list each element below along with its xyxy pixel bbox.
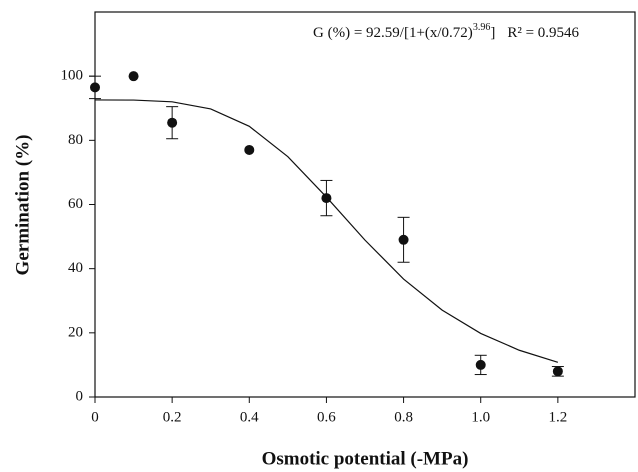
y-axis-title: Germination (%) xyxy=(12,135,33,276)
x-tick-label: 0.6 xyxy=(317,409,336,425)
y-tick-label: 80 xyxy=(68,132,83,148)
data-point xyxy=(90,82,100,93)
x-axis-title: Osmotic potential (-MPa) xyxy=(262,448,469,469)
data-point xyxy=(244,144,255,155)
y-tick-label: 20 xyxy=(68,324,83,340)
data-point xyxy=(475,359,486,370)
x-tick-label: 0 xyxy=(91,409,99,425)
data-point xyxy=(128,71,139,82)
x-tick-label: 0.4 xyxy=(240,409,259,425)
equation-close: ] xyxy=(490,25,495,41)
y-tick-label: 40 xyxy=(68,260,83,276)
data-point xyxy=(167,117,178,128)
plot-frame xyxy=(94,11,636,398)
x-tick-label: 0.2 xyxy=(163,409,182,425)
y-tick-label: 100 xyxy=(61,68,84,84)
y-tick-label: 60 xyxy=(68,196,83,212)
x-tick-label: 1.2 xyxy=(548,409,567,425)
x-tick-label: 1.0 xyxy=(471,409,490,425)
y-tick-label: 0 xyxy=(76,388,84,404)
data-point xyxy=(398,234,409,245)
fit-curve xyxy=(94,99,559,363)
annotation: G (%) = 92.59/[1+(x/0.72)3.96] R² = 0.954… xyxy=(313,22,580,41)
data-point xyxy=(552,366,563,377)
x-tick-label: 0.8 xyxy=(394,409,413,425)
equation: G (%) = 92.59/[1+(x/0.72) xyxy=(313,25,473,41)
exponent: 3.96 xyxy=(473,22,491,33)
data-point xyxy=(321,193,332,204)
r-squared: R² = 0.9546 xyxy=(507,25,579,41)
